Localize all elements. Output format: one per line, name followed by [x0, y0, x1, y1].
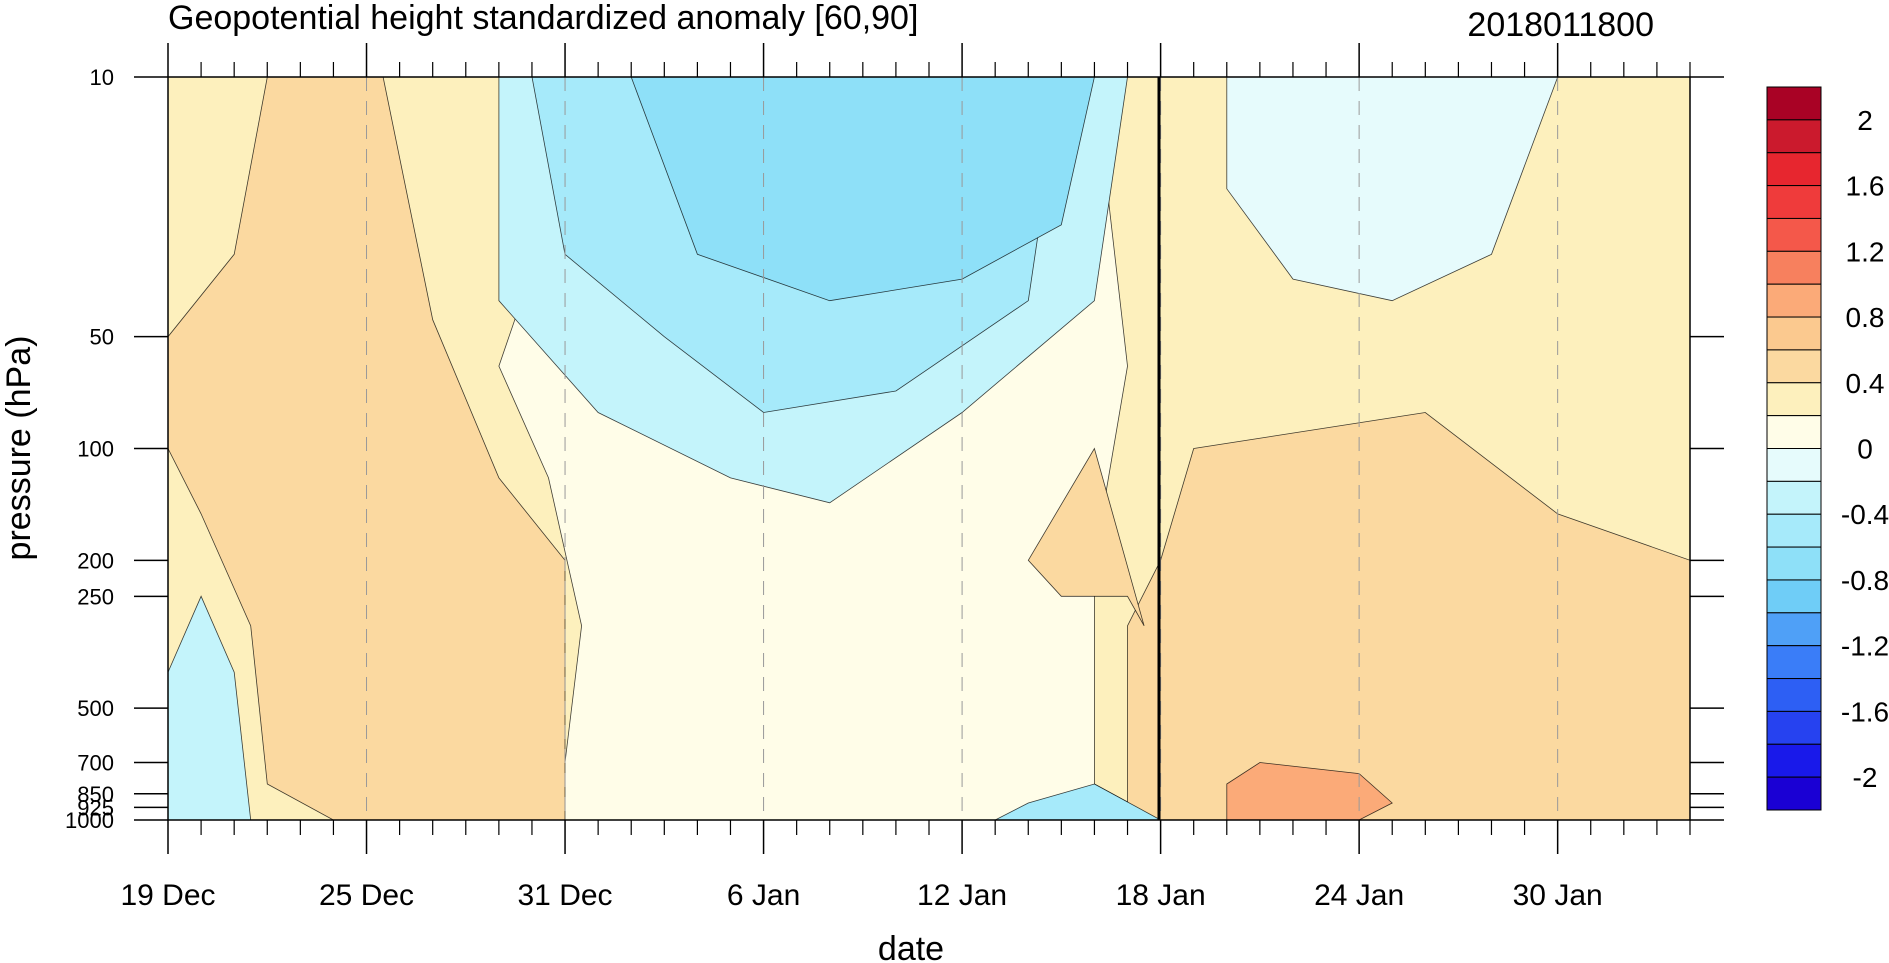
x-tick-label: 25 Dec: [319, 879, 414, 912]
contour-region-warm: [1226, 762, 1393, 820]
x-tick-label: 30 Jan: [1513, 879, 1603, 912]
colorbar: 2 1.6 1.2 0.8 0.4 0 -0.4 -0.8 -1.2 -1.6 -2: [1766, 86, 1889, 811]
y-tick-label: 250: [77, 584, 114, 609]
colorbar-swatch: [1766, 415, 1822, 449]
colorbar-swatch: [1766, 645, 1822, 680]
colorbar-swatch: [1766, 480, 1822, 515]
colorbar-swatch: [1766, 152, 1822, 187]
colorbar-swatch: [1766, 217, 1822, 252]
init-time-label: 2018011800: [1467, 6, 1654, 44]
colorbar-swatch: [1766, 678, 1822, 712]
colorbar-swatch: [1766, 382, 1822, 417]
colorbar-swatch: [1766, 546, 1822, 581]
x-tick-label: 6 Jan: [727, 879, 800, 912]
x-tick-label: 31 Dec: [518, 879, 613, 912]
colorbar-label: 1.2: [1846, 236, 1885, 267]
colorbar-swatch: [1766, 448, 1822, 482]
colorbar-swatch: [1766, 283, 1822, 318]
colorbar-swatch: [1766, 513, 1822, 548]
colorbar-swatch: [1766, 250, 1822, 285]
y-tick-label: 500: [77, 696, 114, 721]
contour-region-cool: [1226, 77, 1559, 302]
colorbar-swatch: [1766, 185, 1822, 219]
colorbar-label: -0.4: [1841, 499, 1889, 530]
contour-region-warm: [1127, 412, 1690, 820]
contour-region-warm: [1027, 447, 1145, 626]
colorbar-label: 0: [1857, 434, 1873, 465]
colorbar-swatch: [1766, 743, 1822, 778]
colorbar-swatch: [1766, 86, 1822, 121]
colorbar-label: -1.2: [1841, 631, 1889, 662]
chart-title: Geopotential height standardized anomaly…: [168, 0, 918, 37]
y-tick-label: 1000: [65, 808, 114, 833]
colorbar-swatch: [1766, 316, 1822, 351]
colorbar-label: 2: [1857, 105, 1873, 136]
colorbar-label: -2: [1853, 762, 1878, 793]
y-axis-label: pressure (hPa): [0, 336, 38, 561]
colorbar-swatch: [1766, 579, 1822, 614]
contour-region-cool: [995, 783, 1161, 820]
colorbar-swatch: [1766, 119, 1822, 154]
y-tick-label: 700: [77, 750, 114, 775]
colorbar-label: -0.8: [1841, 565, 1889, 596]
y-tick-label: 50: [90, 325, 114, 350]
colorbar-swatch: [1766, 349, 1822, 384]
colorbar-label: 0.8: [1846, 302, 1885, 333]
y-tick-label: 100: [77, 437, 114, 462]
y-tick-label: 200: [77, 548, 114, 573]
x-tick-label: 18 Jan: [1116, 879, 1206, 912]
y-tick-label: 925: [77, 795, 114, 820]
colorbar-swatch: [1766, 710, 1822, 745]
date-grid: [366, 77, 1559, 820]
x-tick-label: 12 Jan: [917, 879, 1007, 912]
contour-region-cool: [168, 595, 252, 820]
y-tick-label: 10: [90, 65, 114, 90]
x-tick-label: 24 Jan: [1314, 879, 1404, 912]
colorbar-swatch: [1766, 612, 1822, 647]
colorbar-label: 1.6: [1846, 171, 1885, 202]
x-tick-label: 19 Dec: [120, 879, 215, 912]
x-axis-label: date: [878, 930, 944, 963]
y-tick-label: 850: [77, 782, 114, 807]
x-axis: 19 Dec 25 Dec 31 Dec 6 Jan 12 Jan 18 Jan 24 Ja…: [120, 43, 1691, 912]
colorbar-swatch: [1766, 776, 1822, 811]
colorbar-label: 0.4: [1846, 368, 1885, 399]
colorbar-label: -1.6: [1841, 696, 1889, 727]
